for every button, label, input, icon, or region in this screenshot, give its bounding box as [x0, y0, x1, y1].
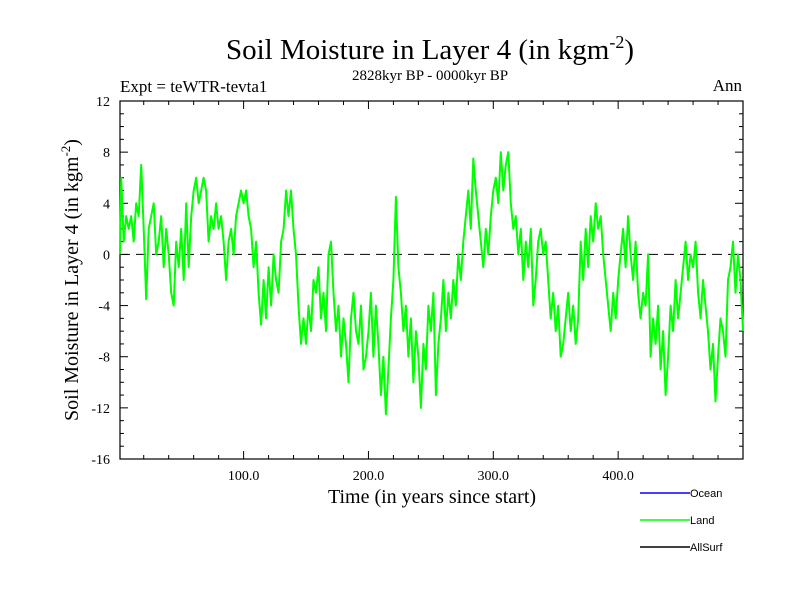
legend: Ocean Land AllSurf: [640, 488, 723, 554]
experiment-label: Expt = teWTR-tevta1: [120, 77, 267, 96]
x-axis-label: Time (in years since start): [328, 486, 536, 508]
legend-label-land: Land: [690, 515, 714, 527]
series-line-land: [119, 151, 744, 416]
y-tick-label: 8: [103, 146, 110, 161]
y-tick-label: 0: [103, 248, 110, 263]
y-tick-label: 4: [103, 197, 110, 212]
x-tick-label: 200.0: [353, 469, 385, 484]
x-tick-label: 400.0: [602, 469, 634, 484]
legend-item-ocean: Ocean: [640, 488, 722, 500]
x-tick-label: 100.0: [228, 469, 260, 484]
y-tick-label: -12: [91, 402, 110, 417]
y-axis-label: Soil Moisture in Layer 4 (in kgm-2): [58, 139, 83, 421]
period-label: 2828kyr BP - 0000kyr BP: [352, 68, 508, 84]
y-tick-label: 12: [96, 95, 110, 110]
legend-label-allsurf: AllSurf: [690, 542, 723, 554]
season-label: Ann: [713, 76, 743, 95]
y-axis-ticks: -16 -12 -8 -4 0 4 8 12: [91, 95, 743, 468]
legend-item-allsurf: AllSurf: [640, 542, 723, 554]
legend-label-ocean: Ocean: [690, 488, 722, 500]
x-tick-label: 300.0: [478, 469, 510, 484]
y-tick-label: -16: [91, 453, 110, 468]
y-tick-label: -4: [98, 300, 110, 315]
legend-item-land: Land: [640, 515, 714, 527]
y-tick-label: -8: [98, 351, 110, 366]
x-axis-ticks: 100.0 200.0 300.0 400.0: [143, 101, 719, 484]
chart-title: Soil Moisture in Layer 4 (in kgm-2): [226, 32, 634, 66]
